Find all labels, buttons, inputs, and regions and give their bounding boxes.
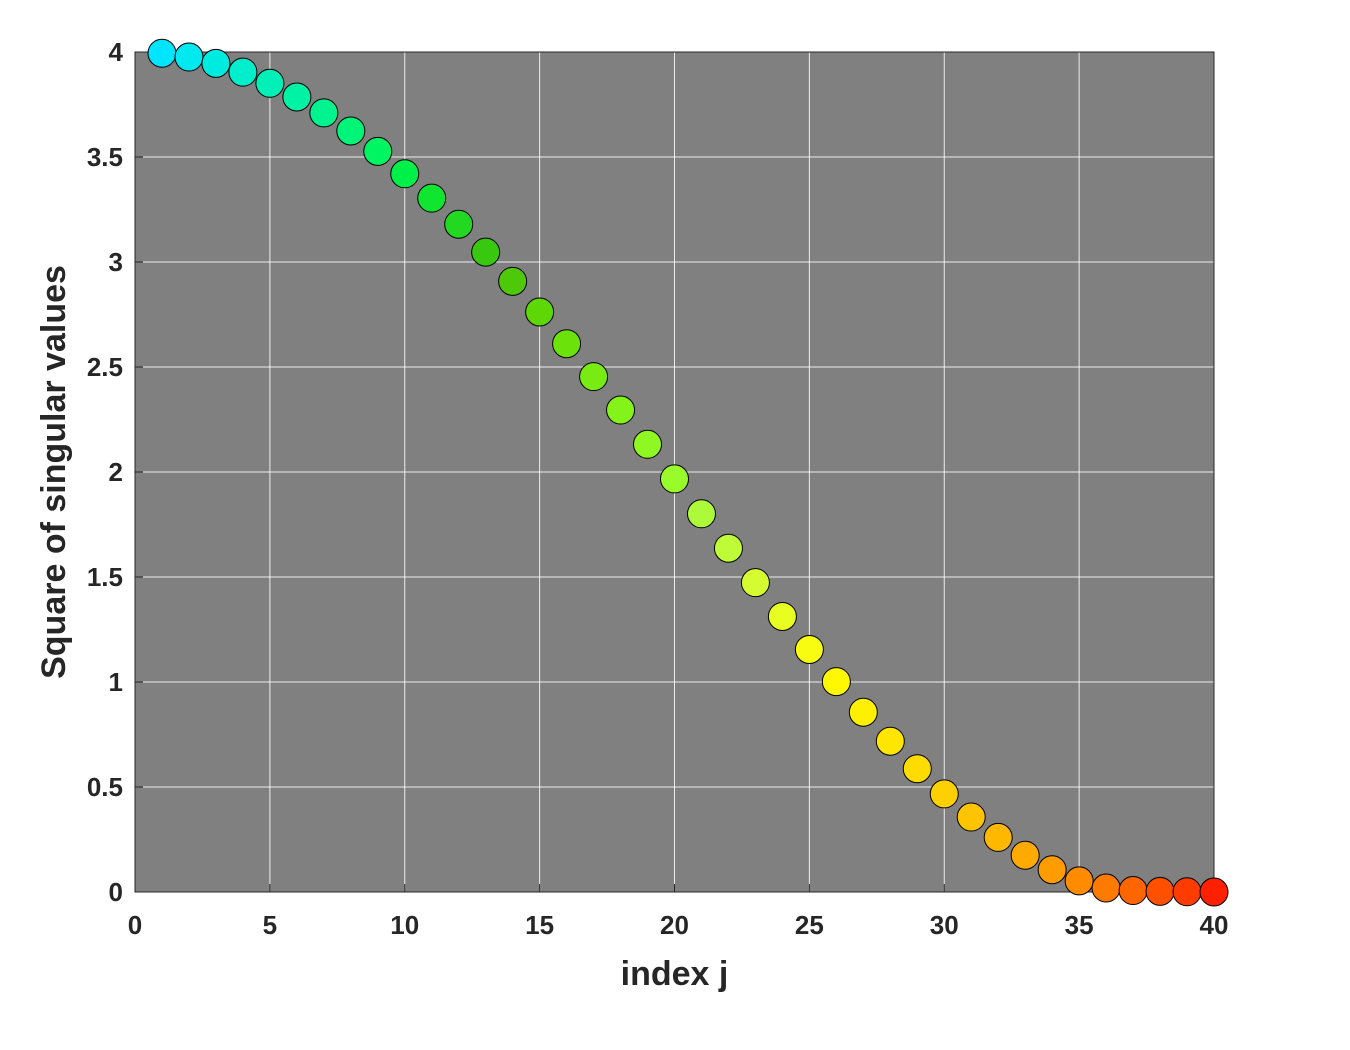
data-point xyxy=(444,209,474,239)
y-axis-ticks: 0 0.5 1 1.5 2 2.5 3 3.5 4 xyxy=(87,37,143,907)
data-point xyxy=(363,136,393,166)
data-point xyxy=(390,159,420,189)
data-point xyxy=(498,266,528,296)
data-point xyxy=(1118,876,1148,906)
y-tick-label: 4 xyxy=(109,37,124,67)
x-tick-label: 40 xyxy=(1200,910,1229,940)
data-point xyxy=(875,726,905,756)
data-point xyxy=(606,395,636,425)
data-point xyxy=(1064,866,1094,896)
x-tick-label: 0 xyxy=(128,910,142,940)
y-axis-title: Square of singular values xyxy=(35,265,73,679)
data-point xyxy=(1172,877,1202,907)
y-tick-label: 0 xyxy=(109,877,123,907)
y-tick-label: 3.5 xyxy=(87,142,123,172)
data-point xyxy=(1199,877,1229,907)
data-point xyxy=(848,697,878,727)
y-tick-label: 0.5 xyxy=(87,772,123,802)
x-tick-label: 25 xyxy=(795,910,824,940)
data-point xyxy=(525,297,555,327)
data-point xyxy=(1091,873,1121,903)
x-axis-title: index j xyxy=(621,955,729,993)
x-tick-label: 5 xyxy=(263,910,277,940)
data-point xyxy=(929,779,959,809)
data-point xyxy=(983,822,1013,852)
data-point xyxy=(309,98,339,128)
data-point xyxy=(282,82,312,112)
data-point xyxy=(633,429,663,459)
y-tick-label: 2.5 xyxy=(87,352,123,382)
x-tick-label: 15 xyxy=(525,910,554,940)
data-point xyxy=(956,802,986,832)
x-axis-ticks: 0 5 10 15 20 25 30 35 40 xyxy=(128,884,1229,940)
data-point xyxy=(686,499,716,529)
y-tick-label: 3 xyxy=(109,247,123,277)
data-point xyxy=(740,568,770,598)
data-point xyxy=(552,329,582,359)
data-point xyxy=(579,362,609,392)
data-point xyxy=(1010,840,1040,870)
data-point xyxy=(821,667,851,697)
x-tick-label: 20 xyxy=(660,910,689,940)
data-point xyxy=(228,57,258,87)
data-series xyxy=(147,38,1229,907)
data-point xyxy=(201,48,231,78)
data-point xyxy=(471,237,501,267)
data-point xyxy=(1037,855,1067,885)
data-point xyxy=(660,464,689,494)
data-point xyxy=(794,634,824,664)
x-tick-label: 10 xyxy=(390,910,419,940)
y-tick-label: 2 xyxy=(109,457,123,487)
data-point xyxy=(255,68,285,98)
data-point xyxy=(713,533,743,563)
data-point xyxy=(767,601,797,631)
data-point xyxy=(417,183,447,213)
x-tick-label: 30 xyxy=(930,910,959,940)
data-point xyxy=(336,116,366,146)
y-tick-label: 1 xyxy=(109,667,123,697)
data-point xyxy=(147,38,177,68)
y-tick-label: 1.5 xyxy=(87,562,123,592)
data-point xyxy=(902,754,932,784)
data-point xyxy=(1145,876,1175,906)
data-point xyxy=(174,42,204,72)
x-tick-label: 35 xyxy=(1065,910,1094,940)
